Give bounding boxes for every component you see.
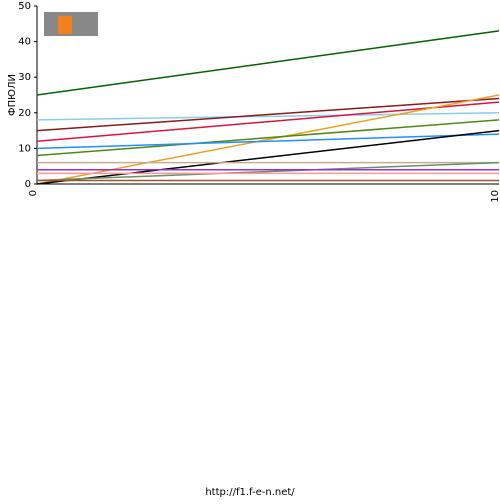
series-line	[36, 94, 500, 185]
y-tick-label: 0	[25, 179, 31, 190]
y-tick-label: 20	[18, 108, 31, 119]
logo	[44, 12, 98, 36]
y-axis-label: ФПЮЛИ	[7, 74, 18, 116]
series-line	[36, 101, 500, 143]
series-line	[36, 161, 500, 182]
y-tick-label: 10	[18, 143, 31, 154]
y-tick-label: 40	[18, 37, 31, 48]
logo-accent	[58, 16, 72, 34]
footer: http://f1.f-e-n.net/	[205, 487, 295, 498]
series-line	[36, 133, 500, 150]
y-tick-label: 30	[18, 72, 31, 83]
x-tick-label: 0	[28, 190, 39, 196]
series-line	[36, 119, 500, 157]
series-line	[36, 112, 500, 121]
series-line	[36, 129, 500, 185]
x-tick-label: 10	[490, 190, 500, 203]
y-tick-label: 50	[18, 1, 31, 12]
series-line	[36, 30, 500, 96]
series-line	[36, 97, 500, 132]
